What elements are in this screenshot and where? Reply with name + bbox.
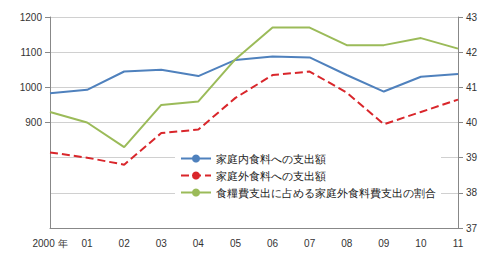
svg-text:2000 年: 2000 年	[32, 238, 67, 249]
svg-text:40: 40	[466, 117, 478, 128]
svg-text:家庭内食料への支出額: 家庭内食料への支出額	[216, 153, 326, 165]
svg-text:06: 06	[267, 238, 279, 249]
svg-text:1000: 1000	[20, 82, 43, 93]
svg-text:11: 11	[453, 238, 464, 249]
svg-text:食糧費支出に占める家庭外食料費支出の割合: 食糧費支出に占める家庭外食料費支出の割合	[216, 187, 436, 199]
svg-text:03: 03	[156, 238, 168, 249]
svg-text:04: 04	[193, 238, 205, 249]
svg-text:42: 42	[466, 47, 478, 58]
svg-text:05: 05	[230, 238, 242, 249]
svg-text:08: 08	[341, 238, 353, 249]
svg-text:01: 01	[82, 238, 94, 249]
svg-text:41: 41	[466, 82, 478, 93]
svg-text:家庭外食料への支出額: 家庭外食料への支出額	[216, 170, 326, 182]
svg-text:900: 900	[25, 117, 42, 128]
svg-text:43: 43	[466, 12, 478, 23]
svg-text:39: 39	[466, 152, 478, 163]
svg-text:09: 09	[378, 238, 390, 249]
svg-text:1200: 1200	[20, 12, 43, 23]
svg-text:07: 07	[304, 238, 316, 249]
svg-text:10: 10	[415, 238, 427, 249]
svg-text:1100: 1100	[20, 47, 42, 58]
svg-text:02: 02	[119, 238, 131, 249]
svg-text:37: 37	[466, 223, 478, 234]
svg-text:38: 38	[466, 187, 478, 198]
